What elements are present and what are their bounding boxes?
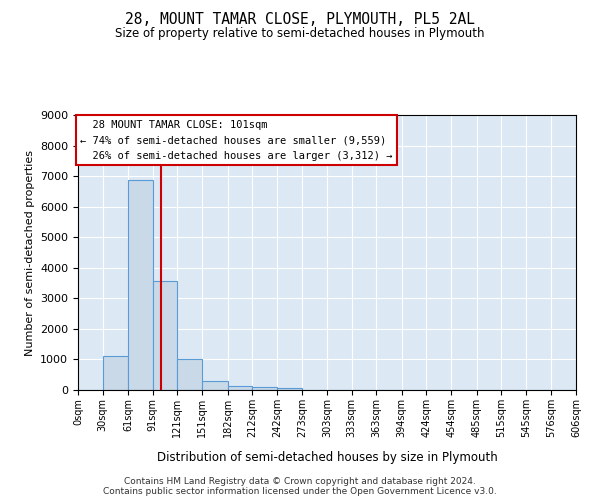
Bar bbox=[277, 388, 302, 390]
Bar bbox=[227, 386, 252, 390]
Text: 28, MOUNT TAMAR CLOSE, PLYMOUTH, PL5 2AL: 28, MOUNT TAMAR CLOSE, PLYMOUTH, PL5 2AL bbox=[125, 12, 475, 28]
Bar bbox=[202, 380, 227, 390]
Y-axis label: Number of semi-detached properties: Number of semi-detached properties bbox=[25, 150, 35, 356]
Bar bbox=[103, 356, 128, 390]
Bar bbox=[128, 180, 153, 390]
Text: Contains public sector information licensed under the Open Government Licence v3: Contains public sector information licen… bbox=[103, 486, 497, 496]
Bar bbox=[178, 360, 202, 390]
Text: Size of property relative to semi-detached houses in Plymouth: Size of property relative to semi-detach… bbox=[115, 28, 485, 40]
Text: Distribution of semi-detached houses by size in Plymouth: Distribution of semi-detached houses by … bbox=[157, 451, 497, 464]
Bar bbox=[252, 387, 277, 390]
Text: Contains HM Land Registry data © Crown copyright and database right 2024.: Contains HM Land Registry data © Crown c… bbox=[124, 476, 476, 486]
Text: 28 MOUNT TAMAR CLOSE: 101sqm
← 74% of semi-detached houses are smaller (9,559)
 : 28 MOUNT TAMAR CLOSE: 101sqm ← 74% of se… bbox=[80, 120, 393, 161]
Bar bbox=[153, 281, 178, 390]
